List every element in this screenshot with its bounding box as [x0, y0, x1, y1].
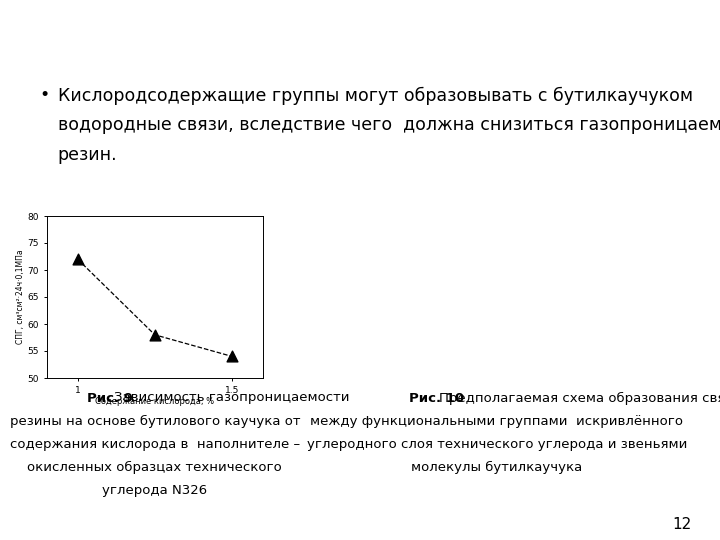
Text: содержания кислорода в  наполнителе –: содержания кислорода в наполнителе – [10, 438, 300, 451]
Text: окисленных образцах технического: окисленных образцах технического [27, 461, 282, 474]
Y-axis label: СПГ, см³см²·24ч·0,1МПа: СПГ, см³см²·24ч·0,1МПа [16, 249, 25, 345]
Point [226, 352, 238, 361]
Text: резин.: резин. [58, 146, 117, 164]
Text: резины на основе бутилового каучука от: резины на основе бутилового каучука от [9, 415, 300, 428]
Text: •: • [40, 86, 50, 104]
Text: молекулы бутилкаучука: молекулы бутилкаучука [411, 461, 582, 474]
Point [72, 255, 84, 264]
Text: Рис. 10: Рис. 10 [409, 392, 469, 404]
Text: водородные связи, вследствие чего  должна снизиться газопроницаемость: водородные связи, вследствие чего должна… [58, 116, 720, 134]
Text: углеродного слоя технического углерода и звеньями: углеродного слоя технического углерода и… [307, 438, 687, 451]
Text: между функциональными группами  искривлённого: между функциональными группами искривлён… [310, 415, 683, 428]
Text: Кислородсодержащие группы могут образовывать с бутилкаучуком: Кислородсодержащие группы могут образовы… [58, 86, 693, 105]
Text: углерода N326: углерода N326 [102, 484, 207, 497]
Text: Рис. 9: Рис. 9 [87, 392, 138, 404]
Text: Зависимость газопроницаемости: Зависимость газопроницаемости [114, 392, 349, 404]
X-axis label: Содержание кислорода, %: Содержание кислорода, % [95, 397, 215, 407]
Text: 12: 12 [672, 517, 691, 532]
Text: Предполагаемая схема образования связей: Предполагаемая схема образования связей [438, 392, 720, 404]
Point [149, 330, 161, 339]
